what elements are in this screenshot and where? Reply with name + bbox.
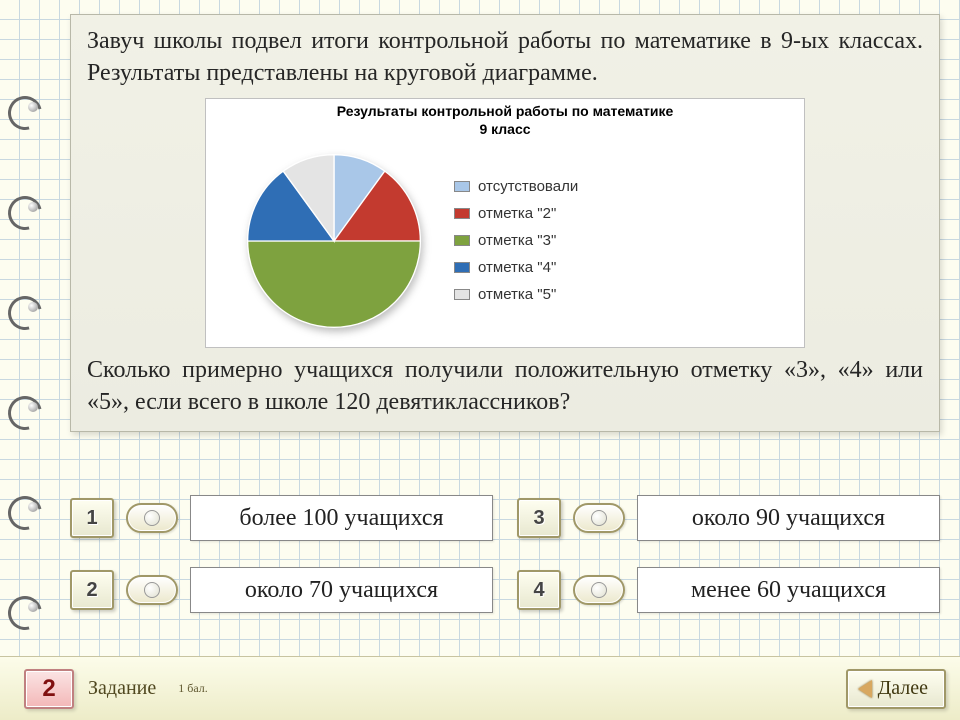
answer-radio[interactable] [126, 575, 178, 605]
answer-text: менее 60 учащихся [637, 567, 940, 613]
legend-item: отметка "3" [454, 232, 578, 249]
radio-dot-icon [144, 582, 160, 598]
task-label: Задание [88, 677, 156, 700]
spiral-binding [0, 0, 42, 720]
next-button-label: Далее [878, 677, 928, 700]
answer-text: более 100 учащихся [190, 495, 493, 541]
answer-radio[interactable] [573, 503, 625, 533]
answer-number: 3 [517, 498, 561, 538]
legend-label: отметка "5" [478, 286, 556, 303]
legend-item: отсутствовали [454, 178, 578, 195]
chart-subtitle: 9 класс [214, 121, 796, 137]
answer-option: 4 менее 60 учащихся [517, 567, 940, 613]
legend-swatch [454, 181, 470, 192]
pie-chart [234, 141, 434, 341]
legend-swatch [454, 262, 470, 273]
legend-swatch [454, 289, 470, 300]
answer-option: 3 около 90 учащихся [517, 495, 940, 541]
answer-option: 2 около 70 учащихся [70, 567, 493, 613]
legend-label: отметка "4" [478, 259, 556, 276]
legend-label: отметка "2" [478, 205, 556, 222]
radio-dot-icon [144, 510, 160, 526]
chart-container: Результаты контрольной работы по математ… [205, 98, 805, 348]
radio-dot-icon [591, 510, 607, 526]
answer-option: 1 более 100 учащихся [70, 495, 493, 541]
chart-legend: отсутствовали отметка "2" отметка "3" отмет… [454, 178, 578, 303]
legend-item: отметка "4" [454, 259, 578, 276]
answer-radio[interactable] [573, 575, 625, 605]
answer-number: 4 [517, 570, 561, 610]
question-card: Завуч школы подвел итоги контрольной раб… [70, 14, 940, 432]
task-number-badge: 2 [24, 669, 74, 709]
legend-swatch [454, 235, 470, 246]
answer-number: 2 [70, 570, 114, 610]
legend-label: отметка "3" [478, 232, 556, 249]
answers-grid: 1 более 100 учащихся 3 около 90 учащихся 2 ок… [70, 495, 940, 613]
question-intro: Завуч школы подвел итоги контрольной раб… [87, 25, 923, 90]
chart-title: Результаты контрольной работы по математ… [214, 103, 796, 119]
next-button[interactable]: Далее [846, 669, 946, 709]
answer-text: около 90 учащихся [637, 495, 940, 541]
pie-slice [248, 241, 421, 327]
legend-swatch [454, 208, 470, 219]
answer-radio[interactable] [126, 503, 178, 533]
legend-item: отметка "2" [454, 205, 578, 222]
answer-number: 1 [70, 498, 114, 538]
footer-bar: 2 Задание 1 бал. Далее [0, 656, 960, 720]
radio-dot-icon [591, 582, 607, 598]
legend-label: отсутствовали [478, 178, 578, 195]
answer-text: около 70 учащихся [190, 567, 493, 613]
legend-item: отметка "5" [454, 286, 578, 303]
arrow-left-icon [858, 680, 872, 698]
question-prompt: Сколько примерно учащихся получили полож… [87, 354, 923, 419]
points-label: 1 бал. [178, 681, 208, 696]
